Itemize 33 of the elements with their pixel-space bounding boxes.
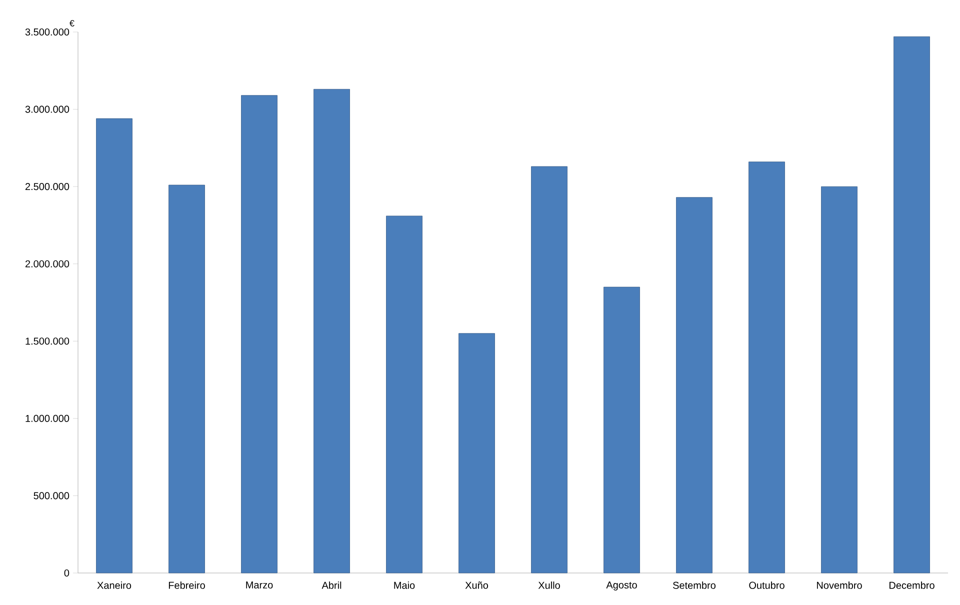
bar [386,216,422,574]
bar [676,197,712,574]
bar [748,162,785,574]
x-tick-label: Outubro [749,582,784,589]
y-tick-label: 1.000.000 [26,414,70,422]
x-tick-label: Marzo [246,582,273,589]
y-axis-title: € [70,20,74,26]
y-tick-label: 2.000.000 [25,260,70,268]
bar [314,88,350,574]
x-tick-label: Maio [394,582,415,589]
bar [531,166,568,574]
bar [821,186,858,574]
x-tick-label: Abril [322,582,342,589]
x-tick-label: Decembro [890,582,934,589]
y-tick-label: 0 [64,569,70,577]
bar [168,184,205,574]
x-tick-label: Agosto [606,582,637,590]
x-tick-label: Xaneiro [97,582,132,589]
x-tick-label: Novembro [817,582,862,589]
x-tick-label: Febreiro [168,582,205,589]
y-tick-label: 3.500.000 [25,28,70,36]
y-tick-label: 2.500.000 [25,183,70,190]
x-tick-label: Xuño [465,582,488,589]
bar [894,36,930,574]
y-tick-label: 1.500.000 [26,338,70,345]
bar [241,95,278,574]
y-tick-label: 500.000 [34,492,70,500]
y-tick-label: 3.000.000 [25,106,70,113]
x-tick-label: Setembro [673,582,716,589]
bar [604,286,640,574]
bar [96,118,132,574]
x-tick-label: Xullo [538,582,560,589]
bar [458,333,495,574]
